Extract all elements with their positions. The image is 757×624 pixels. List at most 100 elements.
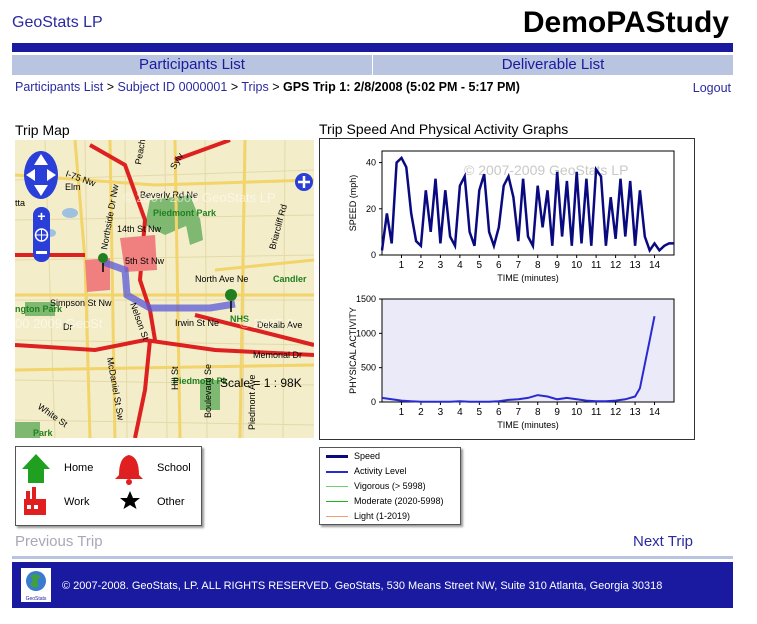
zoom-in-icon[interactable]: +: [37, 208, 45, 224]
x-tick-label: 1: [399, 407, 405, 418]
legend-swatch: [326, 486, 348, 488]
map-label: Piedmont Ave: [247, 375, 257, 430]
map-label: tta: [15, 198, 25, 208]
breadcrumb-subject[interactable]: Subject ID 0000001: [117, 80, 228, 94]
route-start-marker: [98, 253, 108, 272]
series-legend: Speed Activity Level Vigorous (> 5998) M…: [319, 447, 461, 525]
y-tick-label: 0: [371, 250, 376, 260]
map-label: Piedmont Pk: [173, 376, 229, 386]
graphs-title: Trip Speed And Physical Activity Graphs: [319, 121, 569, 137]
map-background: [15, 140, 314, 438]
bell-icon: [115, 455, 143, 485]
pan-up-icon[interactable]: [34, 154, 48, 165]
legend-label: Vigorous (> 5998): [354, 481, 426, 491]
legend-swatch: [326, 455, 348, 459]
map-label: Elm: [65, 182, 81, 192]
breadcrumb-separator: >: [272, 80, 280, 94]
breadcrumb-current-trip: GPS Trip 1: 2/8/2008 (5:02 PM - 5:17 PM): [282, 80, 520, 94]
x-tick-label: 10: [571, 260, 583, 271]
breadcrumb-separator: >: [230, 80, 239, 94]
map-label: Hill St: [170, 366, 180, 390]
x-tick-label: 7: [515, 260, 521, 271]
factory-icon: [24, 487, 46, 515]
y-tick-label: 1500: [356, 294, 376, 304]
map-watermark: © 2007-2: [240, 316, 294, 331]
series-line: [380, 155, 674, 254]
map-label: North Ave Ne: [195, 274, 248, 284]
map-label: ngton Park: [15, 304, 63, 314]
map-label: Irwin St Ne: [175, 318, 219, 328]
x-tick-label: 1: [399, 260, 405, 271]
map-label: Piedmont Park: [153, 208, 217, 218]
x-axis-label: TIME (minutes): [497, 420, 559, 430]
next-trip-link[interactable]: Next Trip: [632, 533, 693, 550]
pan-right-icon[interactable]: [47, 169, 56, 181]
legend-home-label: Home: [64, 462, 94, 474]
y-tick-label: 40: [366, 158, 376, 168]
x-tick-label: 5: [477, 407, 483, 418]
legend-speed: Speed: [326, 449, 380, 463]
x-tick-label: 13: [630, 407, 642, 418]
x-axis-label: TIME (minutes): [497, 273, 559, 283]
x-tick-label: 6: [496, 260, 502, 271]
breadcrumb-participants-list[interactable]: Participants List: [15, 80, 104, 94]
x-tick-label: 5: [477, 260, 483, 271]
breadcrumb-trips[interactable]: Trips: [241, 80, 269, 94]
x-tick-label: 9: [554, 260, 560, 271]
map-label: Memorial Dr: [253, 350, 302, 360]
main-nav: Participants List Deliverable List: [12, 55, 733, 75]
legend-label: Light (1-2019): [354, 511, 411, 521]
legend-swatch: [326, 516, 348, 518]
series-line: [381, 316, 656, 403]
plot-frame: [381, 150, 675, 256]
chart-watermark: © 2007-2009 GeoStats LP: [464, 162, 628, 178]
map-label: Boulevard Se: [203, 364, 213, 418]
geostats-logo: GeoStats: [21, 568, 51, 602]
places-legend: Home School Work Other: [15, 446, 202, 526]
y-tick-label: 0: [371, 397, 376, 407]
x-tick-label: 4: [457, 260, 463, 271]
house-icon: [22, 454, 50, 483]
legend-label: Speed: [354, 451, 381, 461]
legend-light: Light (1-2019): [326, 509, 410, 523]
legend-label: Activity Level: [354, 466, 407, 476]
zoom-out-icon[interactable]: [36, 251, 47, 254]
breadcrumb: Participants List > Subject ID 0000001 >…: [15, 80, 520, 94]
x-tick-label: 2: [418, 407, 424, 418]
tab-deliverable-list[interactable]: Deliverable List: [501, 56, 605, 73]
legend-swatch: [326, 470, 348, 473]
map-label: Dr: [63, 322, 73, 332]
x-tick-label: 8: [535, 407, 541, 418]
study-title: DemoPAStudy: [522, 6, 729, 39]
legend-vigorous: Vigorous (> 5998): [326, 479, 426, 493]
route-end-marker: [225, 289, 237, 312]
y-tick-label: 500: [361, 363, 376, 373]
graphs-chart: © 2007-2009 GeoStats LP © 2007-2009 GeoS…: [348, 150, 675, 430]
map-label: Park: [33, 428, 54, 438]
x-tick-label: 2: [418, 260, 424, 271]
legend-swatch: [326, 501, 348, 503]
trip-map[interactable]: Beverly Rd Ne Piedmont Park 14th St Nw 5…: [15, 140, 314, 438]
footer: GeoStats © 2007-2008. GeoStats, LP. ALL …: [12, 562, 733, 608]
legend-work-label: Work: [64, 496, 90, 508]
map-label: 14th St Nw: [117, 224, 162, 234]
nav-divider: [372, 55, 373, 75]
logout-link[interactable]: Logout: [692, 81, 731, 95]
x-tick-label: 11: [591, 407, 602, 418]
expand-icon[interactable]: [298, 176, 310, 188]
top-divider-bar: [12, 43, 733, 52]
map-pan-control[interactable]: [24, 151, 58, 199]
previous-trip-link[interactable]: Previous Trip: [15, 533, 103, 550]
map-label: Simpson St Nw: [50, 298, 112, 308]
pan-left-icon[interactable]: [26, 169, 35, 181]
map-label: Candler: [273, 274, 307, 284]
map-watermark: © 2007-2009 GeoStats LP: [123, 190, 276, 205]
map-watermark: 00 2009 GeoSt: [15, 316, 103, 331]
brand-link[interactable]: GeoStats LP: [12, 14, 103, 31]
map-expand-control[interactable]: [295, 173, 313, 191]
plot-background: [382, 299, 674, 402]
y-tick-label: 20: [366, 204, 376, 214]
map-label: 5th St Nw: [125, 256, 165, 266]
tab-participants-list[interactable]: Participants List: [139, 56, 245, 73]
pan-down-icon[interactable]: [34, 185, 48, 196]
